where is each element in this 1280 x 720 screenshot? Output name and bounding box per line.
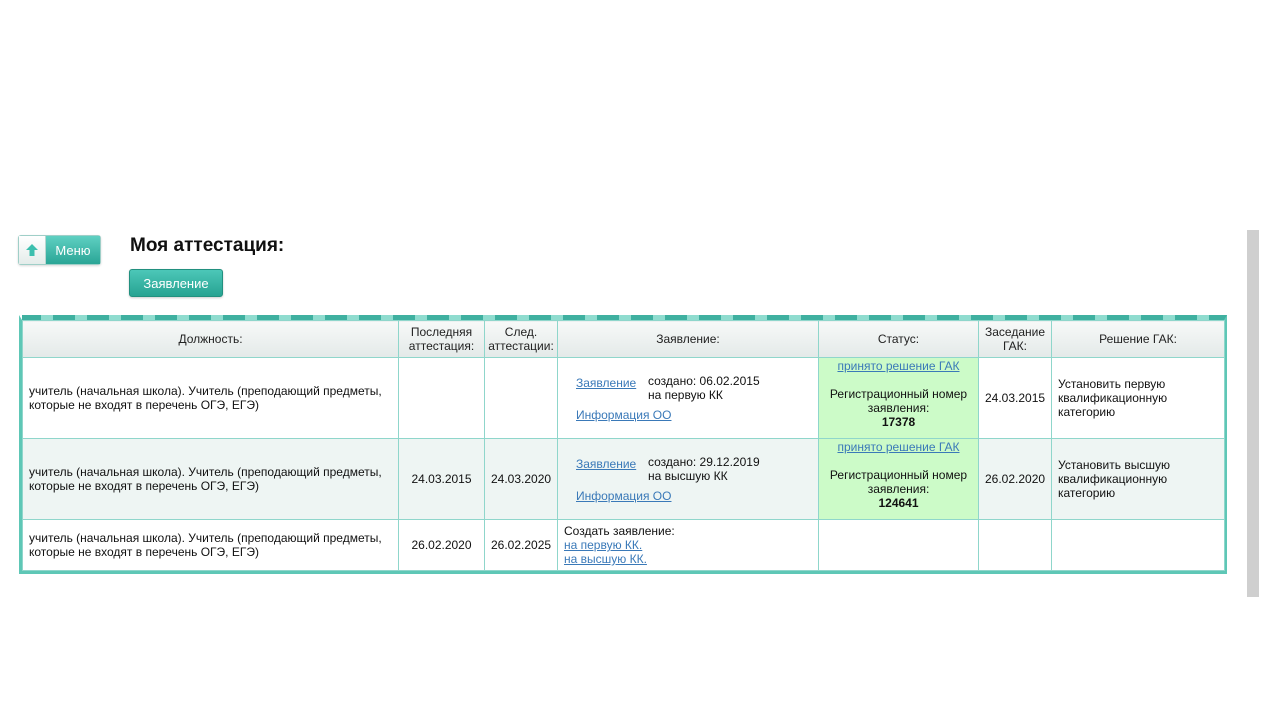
application-button[interactable]: Заявление [129,269,223,297]
info-oo-link[interactable]: Информация ОО [576,408,672,422]
cell-gak-meeting: 26.02.2020 [978,438,1052,520]
cell-gak-decision [1051,519,1225,571]
cell-application: Заявление создано: 29.12.2019 на высшую … [557,438,819,520]
status-link[interactable]: принято решение ГАК [837,440,960,454]
header-gak-decision: Решение ГАК: [1051,320,1225,358]
create-application-label: Создать заявление: [564,524,675,538]
cell-gak-decision: Установить высшую квалификационную катег… [1051,438,1225,520]
cell-gak-meeting [978,519,1052,571]
application-link[interactable]: Заявление [576,457,637,471]
header-last-attestation: Последняя аттестация: [398,320,485,358]
application-details: создано: 06.02.2015 на первую КК [648,374,812,402]
header-status: Статус: [818,320,979,358]
attestation-table-container: Должность: Последняя аттестация: След. а… [19,315,1227,574]
cell-create-application: Создать заявление: на первую КК. на высш… [557,519,819,571]
menu-button-label: Меню [46,236,100,264]
header-position: Должность: [22,320,399,358]
cell-next-attestation [484,357,558,439]
application-category: на высшую КК [648,469,728,483]
cell-application: Заявление создано: 06.02.2015 на первую … [557,357,819,439]
registration-number: 17378 [881,415,916,429]
registration-label: Регистрационный номер заявления: [829,387,968,415]
registration-number: 124641 [878,496,919,510]
cell-gak-decision: Установить первую квалификационную катег… [1051,357,1225,439]
cell-last-attestation: 26.02.2020 [398,519,485,571]
arrow-up-icon [19,236,46,264]
cell-last-attestation [398,357,485,439]
header-gak-meeting: Заседание ГАК: [978,320,1052,358]
cell-next-attestation: 26.02.2025 [484,519,558,571]
cell-position: учитель (начальная школа). Учитель (преп… [22,438,399,520]
table-row: учитель (начальная школа). Учитель (преп… [22,357,1225,439]
registration-label: Регистрационный номер заявления: [829,468,968,496]
table-header-row: Должность: Последняя аттестация: След. а… [22,320,1225,358]
cell-position: учитель (начальная школа). Учитель (преп… [22,519,399,571]
header-next-attestation: След. аттестации: [484,320,558,358]
create-first-category-link[interactable]: на первую КК. [564,538,643,552]
cell-last-attestation: 24.03.2015 [398,438,485,520]
cell-gak-meeting: 24.03.2015 [978,357,1052,439]
info-oo-link[interactable]: Информация ОО [576,489,672,503]
create-highest-category-link[interactable]: на высшую КК. [564,552,647,566]
menu-button[interactable]: Меню [18,235,101,265]
page-title: Моя аттестация: [130,235,285,256]
cell-status: принято решение ГАК Регистрационный номе… [818,357,979,439]
application-created: создано: 06.02.2015 [648,374,760,388]
table-row: учитель (начальная школа). Учитель (преп… [22,438,1225,520]
application-link[interactable]: Заявление [576,376,637,390]
table-row: учитель (начальная школа). Учитель (преп… [22,519,1225,571]
attestation-table: Должность: Последняя аттестация: След. а… [22,320,1225,571]
cell-status [818,519,979,571]
status-link[interactable]: принято решение ГАК [837,359,960,373]
application-details: создано: 29.12.2019 на высшую КК [648,455,812,483]
vertical-scrollbar[interactable] [1247,230,1259,597]
cell-next-attestation: 24.03.2020 [484,438,558,520]
cell-status: принято решение ГАК Регистрационный номе… [818,438,979,520]
cell-position: учитель (начальная школа). Учитель (преп… [22,357,399,439]
application-created: создано: 29.12.2019 [648,455,760,469]
header-application: Заявление: [557,320,819,358]
application-category: на первую КК [648,388,723,402]
